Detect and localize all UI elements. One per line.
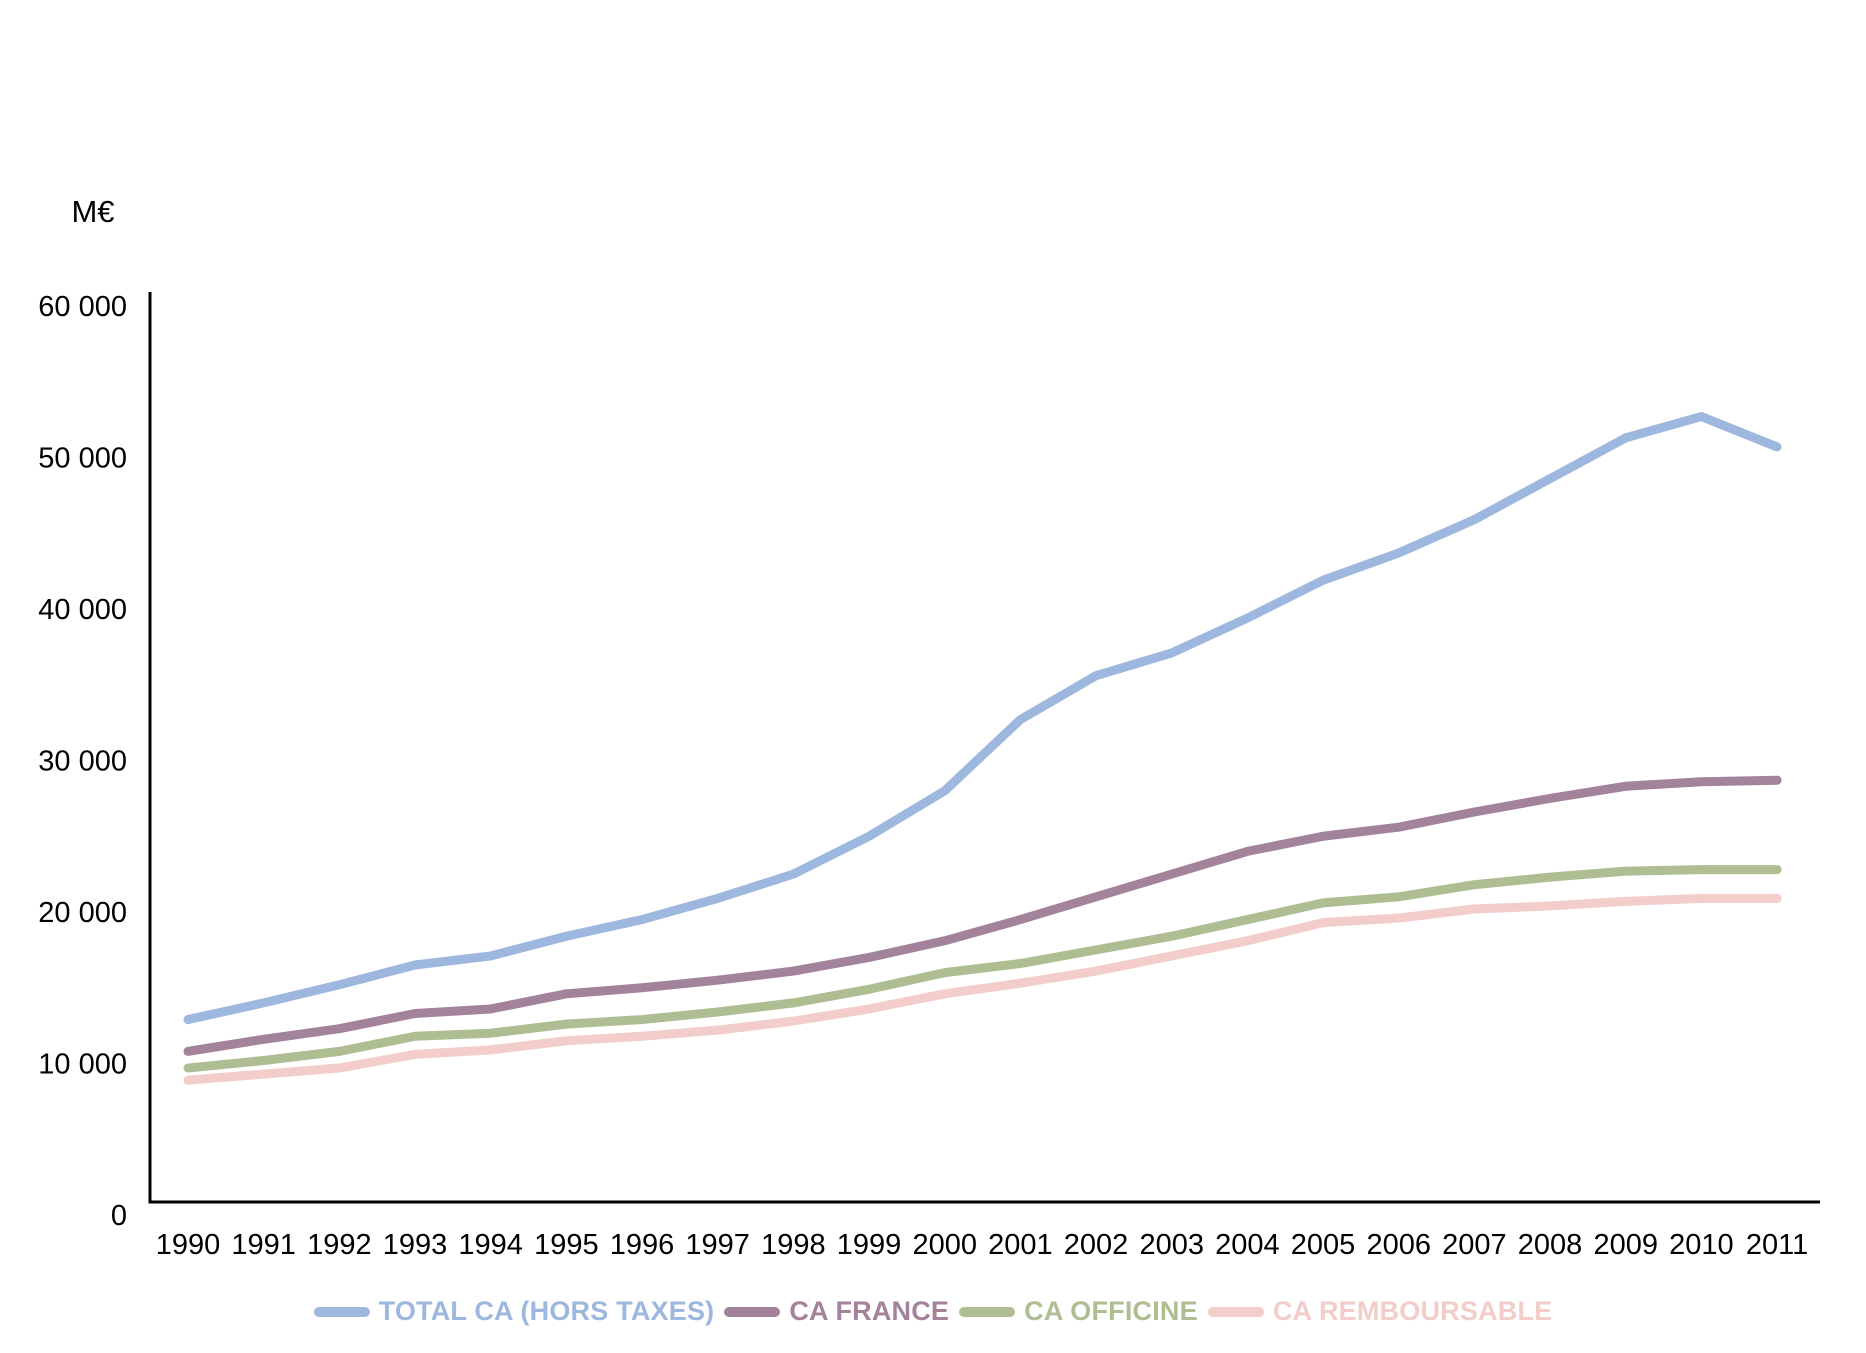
x-tick-label: 1993 [383,1229,448,1261]
x-tick-label: 2003 [1139,1229,1204,1261]
legend-item-ca-remboursable: CA REMBOURSABLE [1207,1296,1553,1327]
y-tick-label: 20 000 [38,897,127,929]
x-tick-label: 2006 [1366,1229,1431,1261]
x-tick-label: 2008 [1518,1229,1583,1261]
x-tick-label: 1997 [685,1229,750,1261]
chart-legend: TOTAL CA (HORS TAXES) CA FRANCE CA OFFICIN… [0,1296,1866,1327]
x-tick-label: 2009 [1593,1229,1658,1261]
y-tick-label: 30 000 [38,746,127,778]
y-tick-label: 10 000 [38,1049,127,1081]
x-tick-label: 2002 [1064,1229,1129,1261]
data-series-lines [183,412,1782,1085]
x-tick-label: 1999 [837,1229,902,1261]
x-tick-label: 2007 [1442,1229,1507,1261]
x-tick-label: 2000 [912,1229,977,1261]
legend-item-total-ca-hors-taxes: TOTAL CA (HORS TAXES) [313,1296,715,1327]
legend-line-swatch-icon [724,1306,781,1317]
legend-line-swatch-icon [959,1306,1016,1317]
x-tick-label: 2005 [1291,1229,1356,1261]
legend-label: TOTAL CA (HORS TAXES) [378,1296,715,1326]
x-tick-label: 1995 [534,1229,599,1261]
axes [148,292,1820,1204]
x-tick-label: 2010 [1669,1229,1734,1261]
legend-item-ca-france: CA FRANCE [724,1296,949,1327]
x-tick-label: 2004 [1215,1229,1280,1261]
series-line-ca-officine [183,865,1782,1073]
series-line-ca-france [183,775,1782,1056]
x-tick-label: 1998 [761,1229,826,1261]
legend-label: CA FRANCE [789,1296,950,1326]
series-line-ca-remboursable [183,893,1782,1085]
legend-line-swatch-icon [313,1306,370,1317]
y-axis-tick-labels: 0 10 000 20 000 30 000 40 000 50 000 60 000 [38,291,127,1232]
series-line-total-ca-hors-taxes [183,412,1782,1025]
x-tick-label: 1990 [156,1229,221,1261]
legend-label: CA OFFICINE [1024,1296,1198,1326]
x-tick-label: 1992 [307,1229,372,1261]
x-tick-label: 2001 [988,1229,1053,1261]
y-tick-label: 50 000 [38,443,127,475]
x-axis-tick-labels: 1990 1991 1992 1993 1994 1995 1996 1997 1998 1999… [156,1229,1809,1261]
y-axis-unit-label: M€ [71,194,114,229]
y-tick-label: 40 000 [38,594,127,626]
x-tick-label: 1994 [458,1229,523,1261]
legend-line-swatch-icon [1207,1306,1264,1317]
legend-label: CA REMBOURSABLE [1272,1296,1553,1326]
x-tick-label: 2011 [1746,1229,1808,1261]
legend-item-ca-officine: CA OFFICINE [959,1296,1198,1327]
x-tick-label: 1996 [610,1229,675,1261]
y-tick-label: 0 [111,1200,127,1232]
x-tick-label: 1991 [231,1229,296,1261]
y-tick-label: 60 000 [38,291,127,323]
